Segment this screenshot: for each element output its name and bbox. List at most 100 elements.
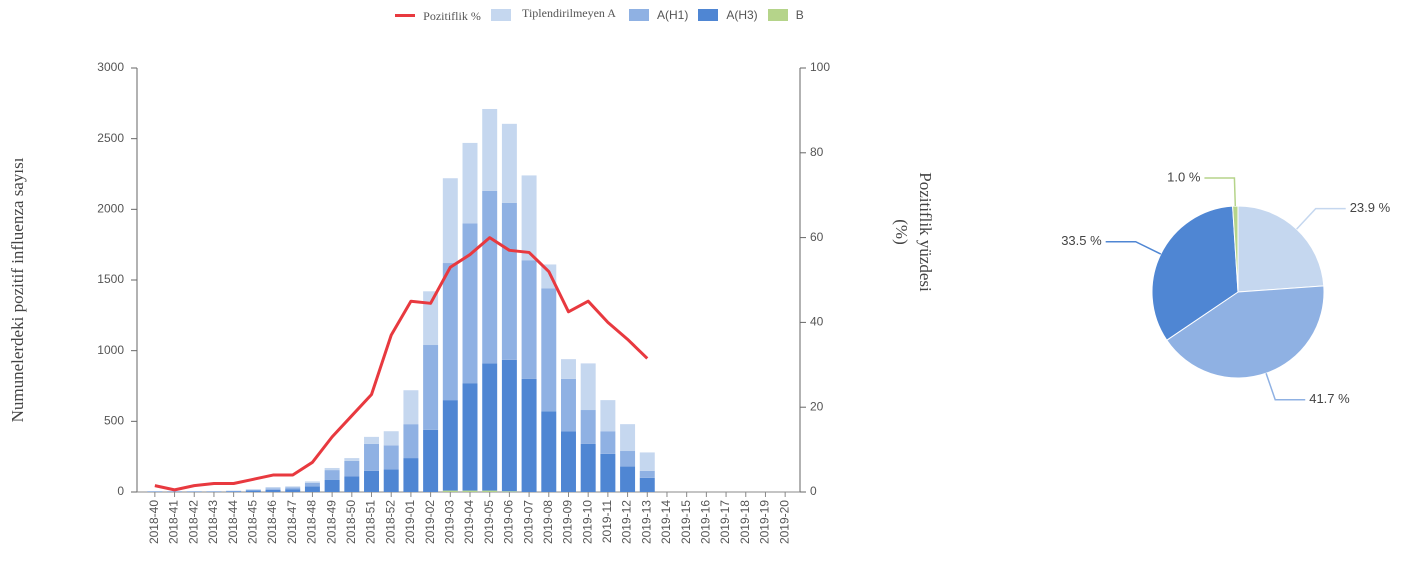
bar [245,489,261,491]
x-tick-label: 2018-52 [383,500,397,544]
legend-swatch [491,9,511,21]
y2-tick-label: 80 [810,145,824,159]
x-tick-label: 2019-13 [639,500,653,544]
bar [501,359,517,492]
y-axis-title: Numunelerdeki pozitif influenza sayısı [8,157,27,423]
bar [462,383,478,491]
bar [324,470,340,480]
pie-label: 41.7 % [1309,391,1350,406]
legend-item: A(H3) [698,4,758,26]
legend-swatch [629,9,649,21]
y2-tick-label: 100 [810,60,830,74]
bar [620,451,636,467]
legend-swatch [767,9,788,21]
x-tick-label: 2018-42 [186,500,200,544]
legend-label: A(H3) [726,8,758,22]
bar [580,443,596,492]
x-tick-label: 2019-01 [403,500,417,544]
x-tick-label: 2018-47 [285,500,299,544]
bar [580,410,596,444]
x-tick-label: 2019-11 [600,500,614,543]
legend-label: Pozitiflik % [423,9,481,23]
y-tick-label: 3000 [97,60,124,74]
bar [304,481,320,483]
bar [639,477,655,492]
bar [383,431,399,446]
y-tick-label: 2000 [97,202,124,216]
bar [423,291,439,346]
x-tick-label: 2019-14 [659,500,673,544]
x-tick-label: 2019-12 [620,500,634,544]
bar [285,486,301,488]
bar [403,458,419,492]
bar [639,452,655,471]
bar [561,431,576,492]
bar [600,400,616,432]
x-tick-label: 2019-16 [699,500,713,544]
y2-tick-label: 60 [810,230,824,244]
x-tick-label: 2019-04 [462,500,476,544]
x-tick-label: 2018-40 [147,500,161,544]
leader-line [1265,373,1306,401]
bar [462,142,478,224]
bar [265,489,281,492]
x-tick-label: 2019-19 [758,500,772,544]
bar [442,400,458,491]
legend-swatch [395,14,415,17]
bar [403,424,419,459]
bar [324,467,340,471]
x-tick-label: 2019-07 [521,500,535,544]
x-tick-label: 2019-15 [679,500,693,544]
x-tick-label: 2018-49 [324,500,338,544]
bar [364,436,379,444]
x-tick-label: 2018-50 [344,500,358,544]
legend: Pozitiflik % Tiplendirilmeyen A A(H1) A(H3)… [395,4,804,28]
bar [245,489,261,490]
bar [442,178,458,264]
y-tick-label: 2500 [97,131,124,145]
x-tick-label: 2019-09 [561,500,575,544]
legend-label: B [795,8,804,22]
bar [304,482,320,487]
x-tick-label: 2019-20 [777,500,791,544]
x-tick-label: 2019-03 [442,500,456,544]
bar [423,429,439,492]
bar [521,175,537,261]
bar [482,363,498,491]
legend-label: A(H1) [657,8,689,22]
bar [561,359,576,379]
bar [482,190,498,364]
bar [344,476,360,492]
bar [285,489,301,492]
bar [620,466,636,492]
y-tick-label: 500 [104,414,124,428]
bar [541,288,557,412]
bar [521,378,537,492]
y-tick-label: 0 [117,484,124,498]
bar [442,263,458,401]
bar [462,490,478,492]
leader-line [1105,240,1162,255]
y2-tick-label: 40 [810,315,824,329]
leader-line [1296,207,1346,230]
pie-label: 33.5 % [1061,233,1102,248]
legend-label: Tiplendirilmeyen A [522,6,616,20]
x-tick-label: 2019-02 [423,500,437,544]
bar [501,491,517,492]
bar [521,260,537,379]
bar [501,123,517,203]
pie-slice [1151,205,1239,341]
x-tick-label: 2018-41 [167,500,181,544]
bar [324,479,340,492]
bar [600,431,616,454]
x-tick-label: 2019-08 [541,500,555,544]
leader-line [1204,177,1237,207]
x-tick-label: 2019-18 [738,500,752,544]
x-tick-label: 2018-46 [265,500,279,544]
bar [580,363,596,411]
bar [423,345,439,430]
bar [245,490,261,492]
x-tick-label: 2018-45 [246,500,260,544]
bar [265,488,281,490]
